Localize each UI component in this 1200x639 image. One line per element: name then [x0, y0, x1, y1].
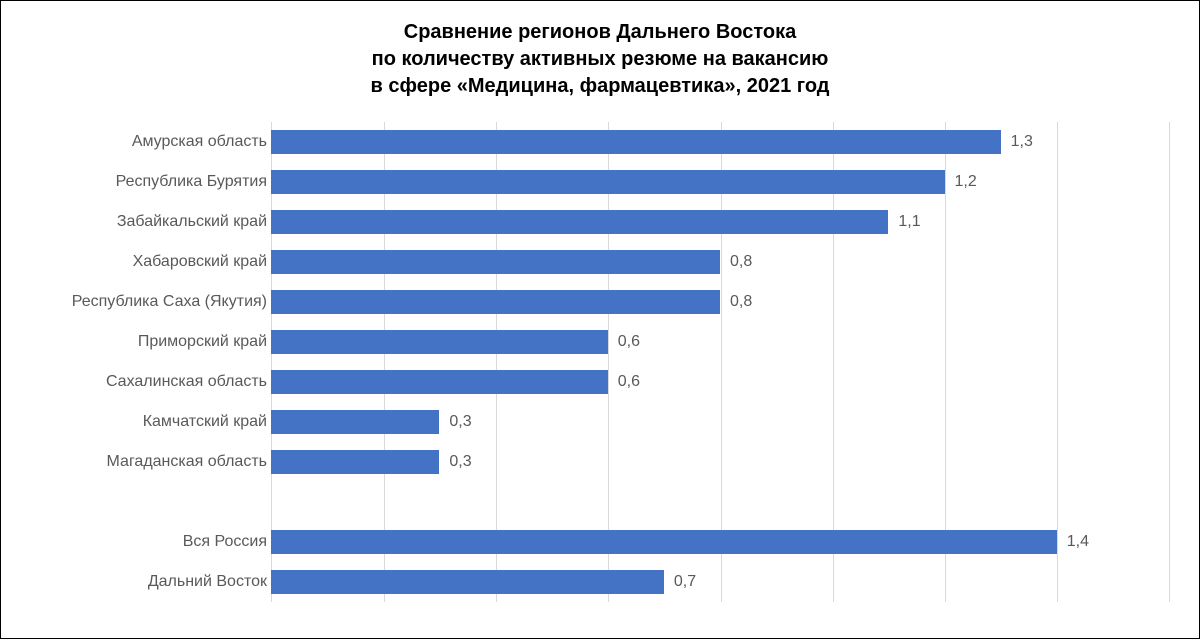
bar-value-label: 0,8 [730, 293, 752, 311]
bar-value-label: 1,3 [1011, 133, 1033, 151]
plot-area: Амурская областьРеспублика БурятияЗабайк… [31, 122, 1169, 602]
y-axis-label: Республика Саха (Якутия) [31, 282, 271, 322]
bar-value-label: 0,6 [618, 333, 640, 351]
bar-wrap: 1,1 [271, 210, 1169, 235]
y-axis-label: Республика Бурятия [31, 162, 271, 202]
bar [271, 130, 1001, 155]
y-axis-label: Камчатский край [31, 402, 271, 442]
bar-value-label: 1,4 [1067, 533, 1089, 551]
y-axis-labels: Амурская областьРеспублика БурятияЗабайк… [31, 122, 271, 602]
bar-value-label: 0,3 [449, 453, 471, 471]
chart-title: Сравнение регионов Дальнего Востокапо ко… [31, 19, 1169, 100]
bars-area: 1,3 1,2 1,1 0,8 0,8 0,6 0,6 0,3 0,3 1,4 0,7 [271, 122, 1169, 602]
bar-row [271, 482, 1169, 522]
bar-value-label: 0,6 [618, 373, 640, 391]
y-axis-label: Вся Россия [31, 522, 271, 562]
chart-title-line: Сравнение регионов Дальнего Востока [31, 19, 1169, 46]
bar [271, 290, 720, 315]
bar-wrap: 0,7 [271, 570, 1169, 595]
bar-wrap: 0,8 [271, 290, 1169, 315]
bar-row: 0,3 [271, 402, 1169, 442]
y-axis-label: Хабаровский край [31, 242, 271, 282]
bar-value-label: 1,1 [898, 213, 920, 231]
bar [271, 450, 439, 475]
y-axis-label: Приморский край [31, 322, 271, 362]
y-axis-label: Амурская область [31, 122, 271, 162]
gridline [1169, 122, 1170, 602]
bar-row: 0,7 [271, 562, 1169, 602]
bar-row: 0,6 [271, 362, 1169, 402]
bar-wrap: 1,3 [271, 130, 1169, 155]
bar-wrap: 0,3 [271, 450, 1169, 475]
bar [271, 570, 664, 595]
bar-wrap: 0,8 [271, 250, 1169, 275]
bar [271, 170, 945, 195]
chart-container: Сравнение регионов Дальнего Востокапо ко… [0, 0, 1200, 639]
y-axis-label: Сахалинская область [31, 362, 271, 402]
y-axis-label [31, 482, 271, 522]
bar-row: 0,6 [271, 322, 1169, 362]
y-axis-label: Магаданская область [31, 442, 271, 482]
bar-row: 1,1 [271, 202, 1169, 242]
bar-row: 0,8 [271, 242, 1169, 282]
bar-value-label: 0,7 [674, 573, 696, 591]
chart-title-line: по количеству активных резюме на ваканси… [31, 46, 1169, 73]
bar-wrap: 1,4 [271, 530, 1169, 555]
bar [271, 410, 439, 435]
bar-row: 1,3 [271, 122, 1169, 162]
y-axis-label: Дальний Восток [31, 562, 271, 602]
bar-wrap: 0,6 [271, 370, 1169, 395]
bar-row: 1,4 [271, 522, 1169, 562]
bar-value-label: 0,3 [449, 413, 471, 431]
bar-row: 1,2 [271, 162, 1169, 202]
bar-row: 0,3 [271, 442, 1169, 482]
bar-value-label: 0,8 [730, 253, 752, 271]
chart-title-line: в сфере «Медицина, фармацевтика», 2021 г… [31, 73, 1169, 100]
bar [271, 330, 608, 355]
bar-value-label: 1,2 [955, 173, 977, 191]
bar [271, 210, 888, 235]
bar-wrap: 0,3 [271, 410, 1169, 435]
bars: 1,3 1,2 1,1 0,8 0,8 0,6 0,6 0,3 0,3 1,4 0,7 [271, 122, 1169, 602]
bar-wrap: 1,2 [271, 170, 1169, 195]
bar [271, 250, 720, 275]
y-axis-label: Забайкальский край [31, 202, 271, 242]
bar [271, 530, 1057, 555]
bar [271, 370, 608, 395]
bar-row: 0,8 [271, 282, 1169, 322]
bar-wrap: 0,6 [271, 330, 1169, 355]
